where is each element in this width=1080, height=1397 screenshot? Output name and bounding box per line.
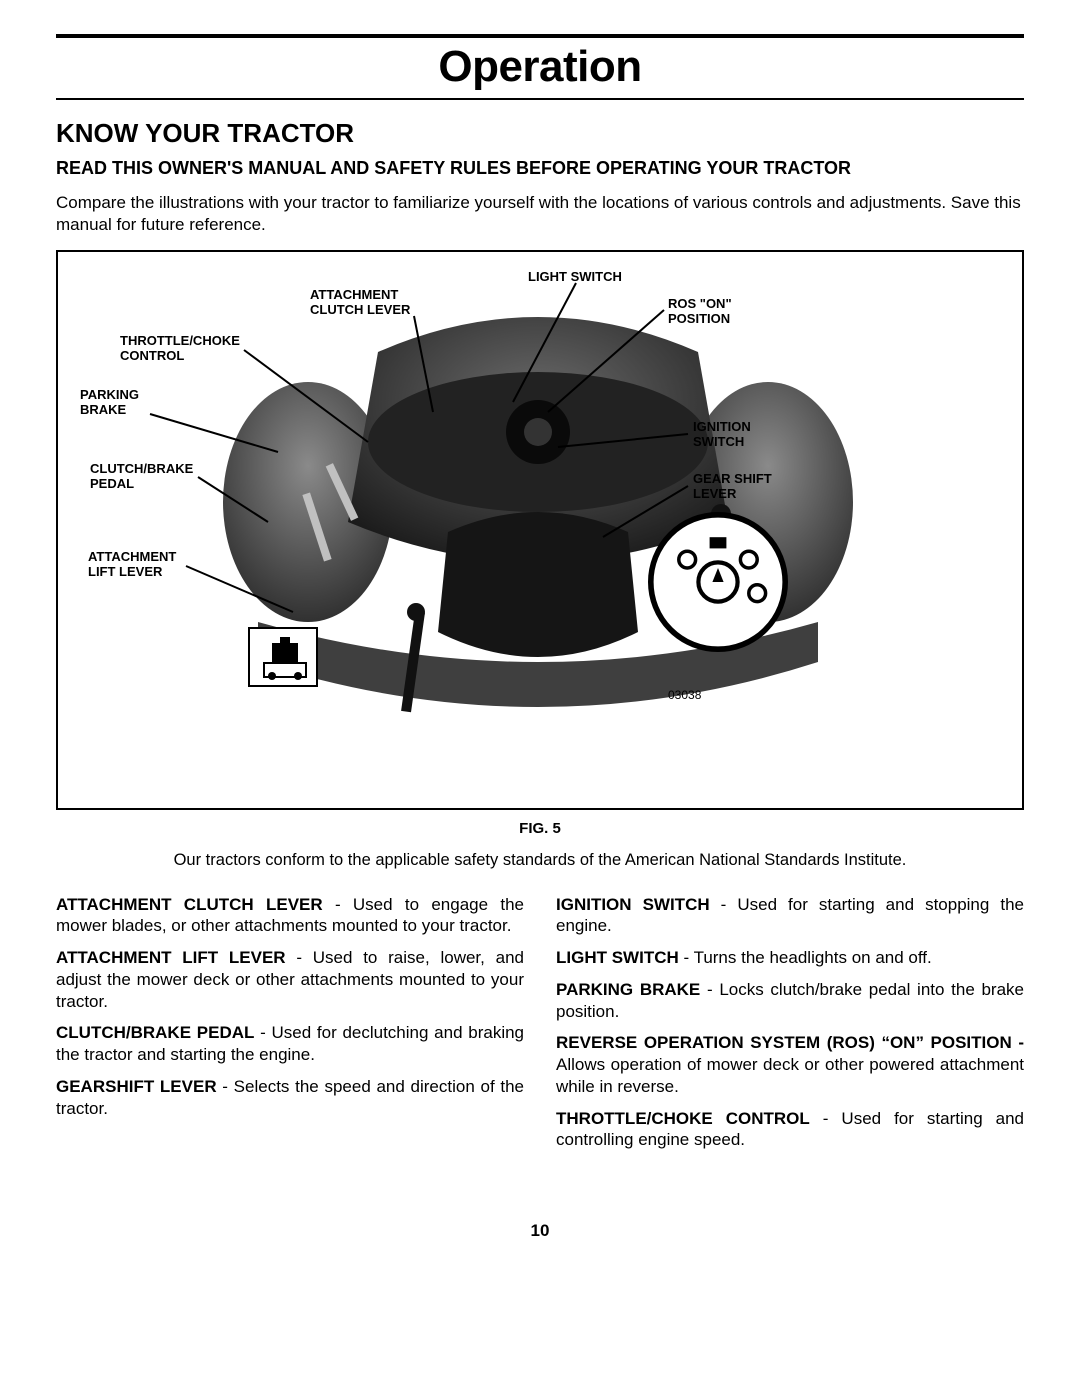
definition-term: ATTACHMENT CLUTCH LEVER [56, 895, 323, 914]
section-header: KNOW YOUR TRACTOR [56, 118, 1024, 149]
label-ros-on-position: ROS "ON" POSITION [668, 297, 732, 327]
label-throttle-choke-control: THROTTLE/CHOKE CONTROL [120, 334, 240, 364]
definition-item: ATTACHMENT LIFT LEVER - Used to raise, l… [56, 947, 524, 1012]
definition-item: IGNITION SWITCH - Used for starting and … [556, 894, 1024, 938]
definition-term: GEARSHIFT LEVER [56, 1077, 217, 1096]
label-attachment-clutch-lever: ATTACHMENT CLUTCH LEVER [310, 288, 410, 318]
figure-box: LIGHT SWITCH ATTACHMENT CLUTCH LEVER ROS… [56, 250, 1024, 810]
page-number: 10 [56, 1221, 1024, 1241]
definition-term: THROTTLE/CHOKE CONTROL [556, 1109, 810, 1128]
label-ignition-switch: IGNITION SWITCH [693, 420, 751, 450]
subheader: READ THIS OWNER'S MANUAL AND SAFETY RULE… [56, 157, 1024, 180]
definition-item: LIGHT SWITCH - Turns the headlights on a… [556, 947, 1024, 969]
definition-item: ATTACHMENT CLUTCH LEVER - Used to engage… [56, 894, 524, 938]
definition-term: ATTACHMENT LIFT LEVER [56, 948, 286, 967]
definition-item: THROTTLE/CHOKE CONTROL - Used for starti… [556, 1108, 1024, 1152]
definition-term: IGNITION SWITCH [556, 895, 710, 914]
label-parking-brake: PARKING BRAKE [80, 388, 139, 418]
figure-caption: FIG. 5 [56, 820, 1024, 837]
label-light-switch: LIGHT SWITCH [528, 270, 622, 285]
definition-item: GEARSHIFT LEVER - Selects the speed and … [56, 1076, 524, 1120]
label-clutch-brake-pedal: CLUTCH/BRAKE PEDAL [90, 462, 193, 492]
definition-term: CLUTCH/BRAKE PEDAL [56, 1023, 254, 1042]
conformance-text: Our tractors conform to the applicable s… [86, 851, 994, 870]
label-gear-shift-lever: GEAR SHIFT LEVER [693, 472, 772, 502]
definition-term: PARKING BRAKE [556, 980, 700, 999]
definitions-left-column: ATTACHMENT CLUTCH LEVER - Used to engage… [56, 894, 524, 1162]
definition-item: CLUTCH/BRAKE PEDAL - Used for declutchin… [56, 1022, 524, 1066]
figure-number: 03038 [668, 688, 701, 702]
definition-term: LIGHT SWITCH [556, 948, 679, 967]
definition-term: REVERSE OPERATION SYSTEM (ROS) “ON” POSI… [556, 1033, 1024, 1052]
intro-text: Compare the illustrations with your trac… [56, 192, 1024, 236]
title-rule [56, 98, 1024, 100]
definitions-right-column: IGNITION SWITCH - Used for starting and … [556, 894, 1024, 1162]
definition-item: REVERSE OPERATION SYSTEM (ROS) “ON” POSI… [556, 1032, 1024, 1097]
definition-item: PARKING BRAKE - Locks clutch/brake pedal… [556, 979, 1024, 1023]
top-rule [56, 34, 1024, 38]
page-title: Operation [56, 42, 1024, 92]
definitions-columns: ATTACHMENT CLUTCH LEVER - Used to engage… [56, 894, 1024, 1162]
label-attachment-lift-lever: ATTACHMENT LIFT LEVER [88, 550, 176, 580]
